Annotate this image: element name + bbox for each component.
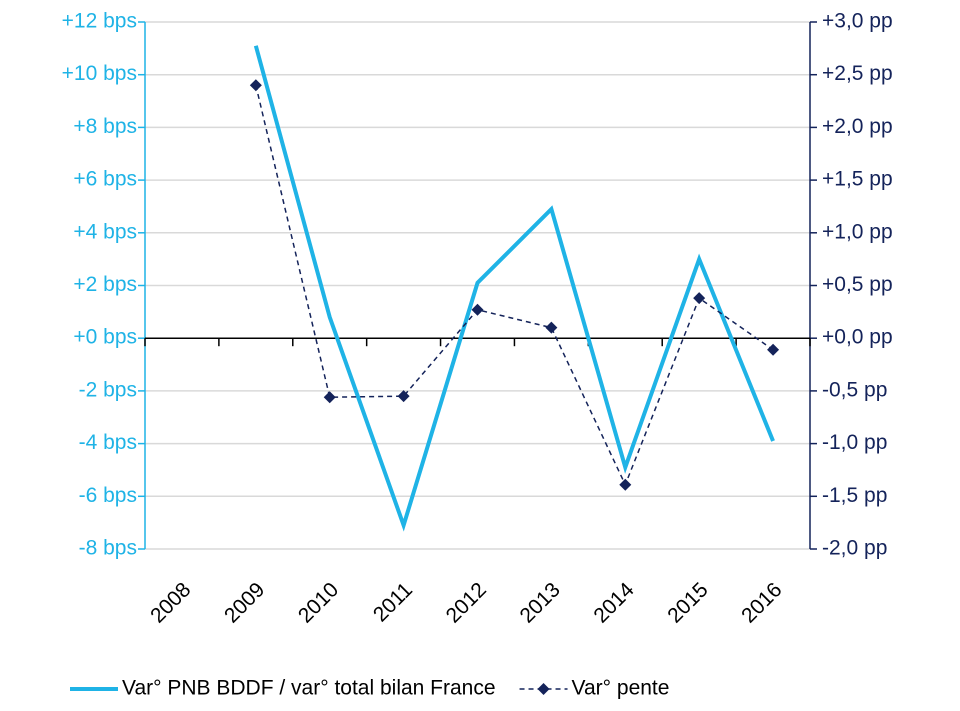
- marker: [619, 478, 632, 491]
- y2-tick-label: -0,5 pp: [822, 378, 887, 401]
- marker: [471, 303, 484, 316]
- y2-tick-label: +1,5 pp: [822, 168, 893, 191]
- y-tick-label: +6 bps: [73, 168, 137, 191]
- y2-tick-label: +3,0 pp: [822, 10, 893, 33]
- y-tick-label: +8 bps: [73, 115, 137, 138]
- x-tick-label: 2010: [294, 578, 343, 627]
- y2-tick-label: +0,5 pp: [822, 273, 893, 296]
- x-tick-label: 2012: [442, 578, 491, 627]
- marker: [249, 79, 262, 92]
- y2-tick-label: -1,0 pp: [822, 431, 887, 454]
- y-tick-label: -6 bps: [79, 484, 137, 507]
- marker: [397, 390, 410, 403]
- legend-label: Var° PNB BDDF / var° total bilan France: [122, 677, 496, 700]
- series-line: [253, 45, 775, 532]
- legend-label: Var° pente: [572, 677, 670, 700]
- y-tick-label: -4 bps: [79, 431, 137, 454]
- x-tick-label: 2008: [146, 578, 195, 627]
- y-tick-label: +2 bps: [73, 273, 137, 296]
- x-tick-label: 2013: [516, 578, 565, 627]
- y2-tick-label: +0,0 pp: [822, 326, 893, 349]
- x-tick-label: 2015: [663, 578, 712, 627]
- y2-tick-label: -2,0 pp: [822, 537, 887, 560]
- y-tick-label: -2 bps: [79, 378, 137, 401]
- marker: [767, 343, 780, 356]
- y2-tick-label: +1,0 pp: [822, 220, 893, 243]
- y-tick-label: +10 bps: [62, 62, 137, 85]
- y-tick-label: +4 bps: [73, 220, 137, 243]
- y2-tick-label: -1,5 pp: [822, 484, 887, 507]
- y-tick-label: +0 bps: [73, 326, 137, 349]
- marker: [545, 321, 558, 334]
- y-tick-label: -8 bps: [79, 537, 137, 560]
- y2-tick-label: +2,5 pp: [822, 62, 893, 85]
- x-tick-label: 2009: [220, 578, 269, 627]
- y-tick-label: +12 bps: [62, 10, 137, 33]
- y2-tick-label: +2,0 pp: [822, 115, 893, 138]
- marker: [323, 391, 336, 404]
- legend-marker: [537, 683, 550, 695]
- x-tick-label: 2014: [589, 578, 639, 628]
- x-tick-label: 2011: [369, 578, 417, 626]
- x-tick-label: 2016: [737, 578, 786, 627]
- marker: [693, 292, 706, 305]
